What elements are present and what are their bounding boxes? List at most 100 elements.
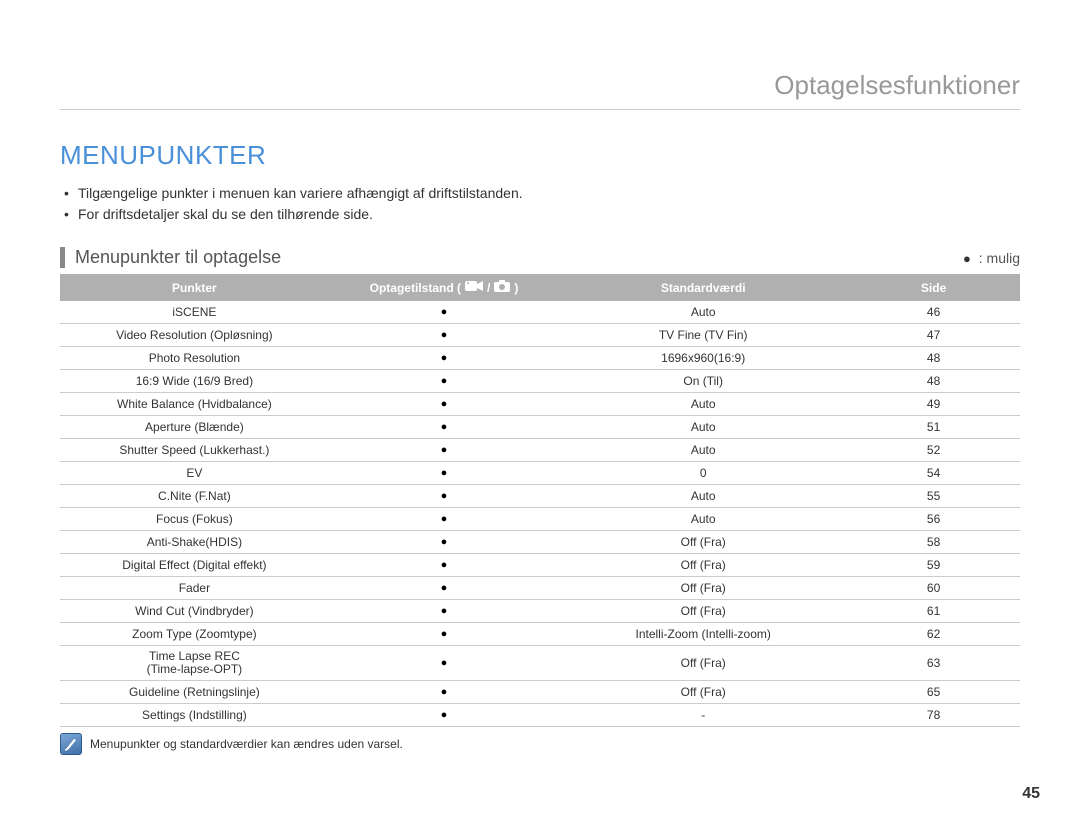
table-header-row: Punkter Optagetilstand ( / ) Standardvær… bbox=[60, 274, 1020, 301]
table-row: Photo Resolution●1696x960(16:9)48 bbox=[60, 347, 1020, 370]
table-row: White Balance (Hvidbalance)●Auto49 bbox=[60, 393, 1020, 416]
cell-side: 48 bbox=[847, 370, 1020, 393]
cell-punkter: EV bbox=[60, 462, 329, 485]
cell-standard: Off (Fra) bbox=[559, 577, 847, 600]
cell-punkter: White Balance (Hvidbalance) bbox=[60, 393, 329, 416]
cell-mode: ● bbox=[329, 485, 559, 508]
cell-mode: ● bbox=[329, 301, 559, 324]
cell-standard: 1696x960(16:9) bbox=[559, 347, 847, 370]
table-row: iSCENE●Auto46 bbox=[60, 301, 1020, 324]
intro-bullets: Tilgængelige punkter i menuen kan varier… bbox=[78, 183, 1020, 225]
menu-table: Punkter Optagetilstand ( / ) Standardvær… bbox=[60, 274, 1020, 727]
page-header: Optagelsesfunktioner bbox=[60, 70, 1020, 110]
cell-standard: Off (Fra) bbox=[559, 681, 847, 704]
cell-side: 55 bbox=[847, 485, 1020, 508]
th-side: Side bbox=[847, 274, 1020, 301]
subheading: Menupunkter til optagelse bbox=[60, 247, 281, 268]
footnote-text: Menupunkter og standardværdier kan ændre… bbox=[90, 737, 403, 751]
cell-mode: ● bbox=[329, 439, 559, 462]
table-row: EV●054 bbox=[60, 462, 1020, 485]
cell-mode: ● bbox=[329, 370, 559, 393]
cell-side: 46 bbox=[847, 301, 1020, 324]
cell-punkter: iSCENE bbox=[60, 301, 329, 324]
cell-punkter: Guideline (Retningslinje) bbox=[60, 681, 329, 704]
cell-mode: ● bbox=[329, 508, 559, 531]
cell-standard: Auto bbox=[559, 416, 847, 439]
cell-mode: ● bbox=[329, 623, 559, 646]
video-camera-icon bbox=[465, 280, 483, 295]
cell-side: 52 bbox=[847, 439, 1020, 462]
cell-mode: ● bbox=[329, 347, 559, 370]
cell-punkter: Digital Effect (Digital effekt) bbox=[60, 554, 329, 577]
cell-punkter: Time Lapse REC(Time-lapse-OPT) bbox=[60, 646, 329, 681]
table-row: Shutter Speed (Lukkerhast.)●Auto52 bbox=[60, 439, 1020, 462]
cell-standard: TV Fine (TV Fin) bbox=[559, 324, 847, 347]
cell-mode: ● bbox=[329, 393, 559, 416]
cell-mode: ● bbox=[329, 704, 559, 727]
cell-mode: ● bbox=[329, 531, 559, 554]
cell-side: 51 bbox=[847, 416, 1020, 439]
cell-side: 60 bbox=[847, 577, 1020, 600]
cell-punkter: Shutter Speed (Lukkerhast.) bbox=[60, 439, 329, 462]
table-row: Aperture (Blænde)●Auto51 bbox=[60, 416, 1020, 439]
cell-standard: On (Til) bbox=[559, 370, 847, 393]
cell-side: 49 bbox=[847, 393, 1020, 416]
cell-mode: ● bbox=[329, 324, 559, 347]
cell-side: 63 bbox=[847, 646, 1020, 681]
cell-side: 78 bbox=[847, 704, 1020, 727]
table-row: Time Lapse REC(Time-lapse-OPT)●Off (Fra)… bbox=[60, 646, 1020, 681]
cell-standard: 0 bbox=[559, 462, 847, 485]
th-standard: Standardværdi bbox=[559, 274, 847, 301]
cell-standard: Off (Fra) bbox=[559, 554, 847, 577]
cell-standard: Intelli-Zoom (Intelli-zoom) bbox=[559, 623, 847, 646]
cell-side: 54 bbox=[847, 462, 1020, 485]
cell-side: 58 bbox=[847, 531, 1020, 554]
table-row: Fader●Off (Fra)60 bbox=[60, 577, 1020, 600]
cell-punkter: C.Nite (F.Nat) bbox=[60, 485, 329, 508]
cell-punkter: Anti-Shake(HDIS) bbox=[60, 531, 329, 554]
bullet-item: For driftsdetaljer skal du se den tilhør… bbox=[78, 204, 1020, 225]
cell-punkter: Fader bbox=[60, 577, 329, 600]
cell-standard: - bbox=[559, 704, 847, 727]
cell-side: 56 bbox=[847, 508, 1020, 531]
th-punkter: Punkter bbox=[60, 274, 329, 301]
cell-side: 62 bbox=[847, 623, 1020, 646]
table-row: Anti-Shake(HDIS)●Off (Fra)58 bbox=[60, 531, 1020, 554]
cell-side: 61 bbox=[847, 600, 1020, 623]
cell-punkter: Wind Cut (Vindbryder) bbox=[60, 600, 329, 623]
table-row: Video Resolution (Opløsning)●TV Fine (TV… bbox=[60, 324, 1020, 347]
bullet-item: Tilgængelige punkter i menuen kan varier… bbox=[78, 183, 1020, 204]
cell-punkter: Focus (Fokus) bbox=[60, 508, 329, 531]
th-mode-sep: / bbox=[487, 281, 490, 295]
cell-punkter: 16:9 Wide (16/9 Bred) bbox=[60, 370, 329, 393]
legend-label: : mulig bbox=[979, 250, 1020, 266]
cell-standard: Off (Fra) bbox=[559, 600, 847, 623]
cell-mode: ● bbox=[329, 416, 559, 439]
th-mode-prefix: Optagetilstand ( bbox=[370, 281, 461, 295]
cell-side: 65 bbox=[847, 681, 1020, 704]
cell-punkter: Zoom Type (Zoomtype) bbox=[60, 623, 329, 646]
cell-mode: ● bbox=[329, 600, 559, 623]
cell-mode: ● bbox=[329, 646, 559, 681]
cell-punkter: Aperture (Blænde) bbox=[60, 416, 329, 439]
cell-mode: ● bbox=[329, 462, 559, 485]
cell-mode: ● bbox=[329, 681, 559, 704]
photo-camera-icon bbox=[494, 280, 510, 295]
cell-standard: Auto bbox=[559, 439, 847, 462]
cell-side: 47 bbox=[847, 324, 1020, 347]
cell-standard: Auto bbox=[559, 301, 847, 324]
cell-side: 59 bbox=[847, 554, 1020, 577]
section-title: MENUPUNKTER bbox=[60, 140, 1020, 171]
cell-standard: Off (Fra) bbox=[559, 646, 847, 681]
legend: ● : mulig bbox=[963, 250, 1020, 266]
cell-standard: Auto bbox=[559, 485, 847, 508]
table-row: Guideline (Retningslinje)●Off (Fra)65 bbox=[60, 681, 1020, 704]
table-row: Settings (Indstilling)●-78 bbox=[60, 704, 1020, 727]
cell-standard: Auto bbox=[559, 393, 847, 416]
th-mode-suffix: ) bbox=[514, 281, 518, 295]
table-row: Focus (Fokus)●Auto56 bbox=[60, 508, 1020, 531]
page-number: 45 bbox=[1022, 785, 1040, 803]
note-icon bbox=[60, 733, 82, 755]
th-optagetilstand: Optagetilstand ( / ) bbox=[329, 274, 559, 301]
table-row: C.Nite (F.Nat)●Auto55 bbox=[60, 485, 1020, 508]
